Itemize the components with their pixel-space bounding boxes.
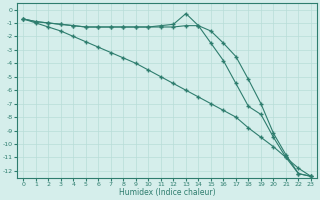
X-axis label: Humidex (Indice chaleur): Humidex (Indice chaleur)	[119, 188, 215, 197]
